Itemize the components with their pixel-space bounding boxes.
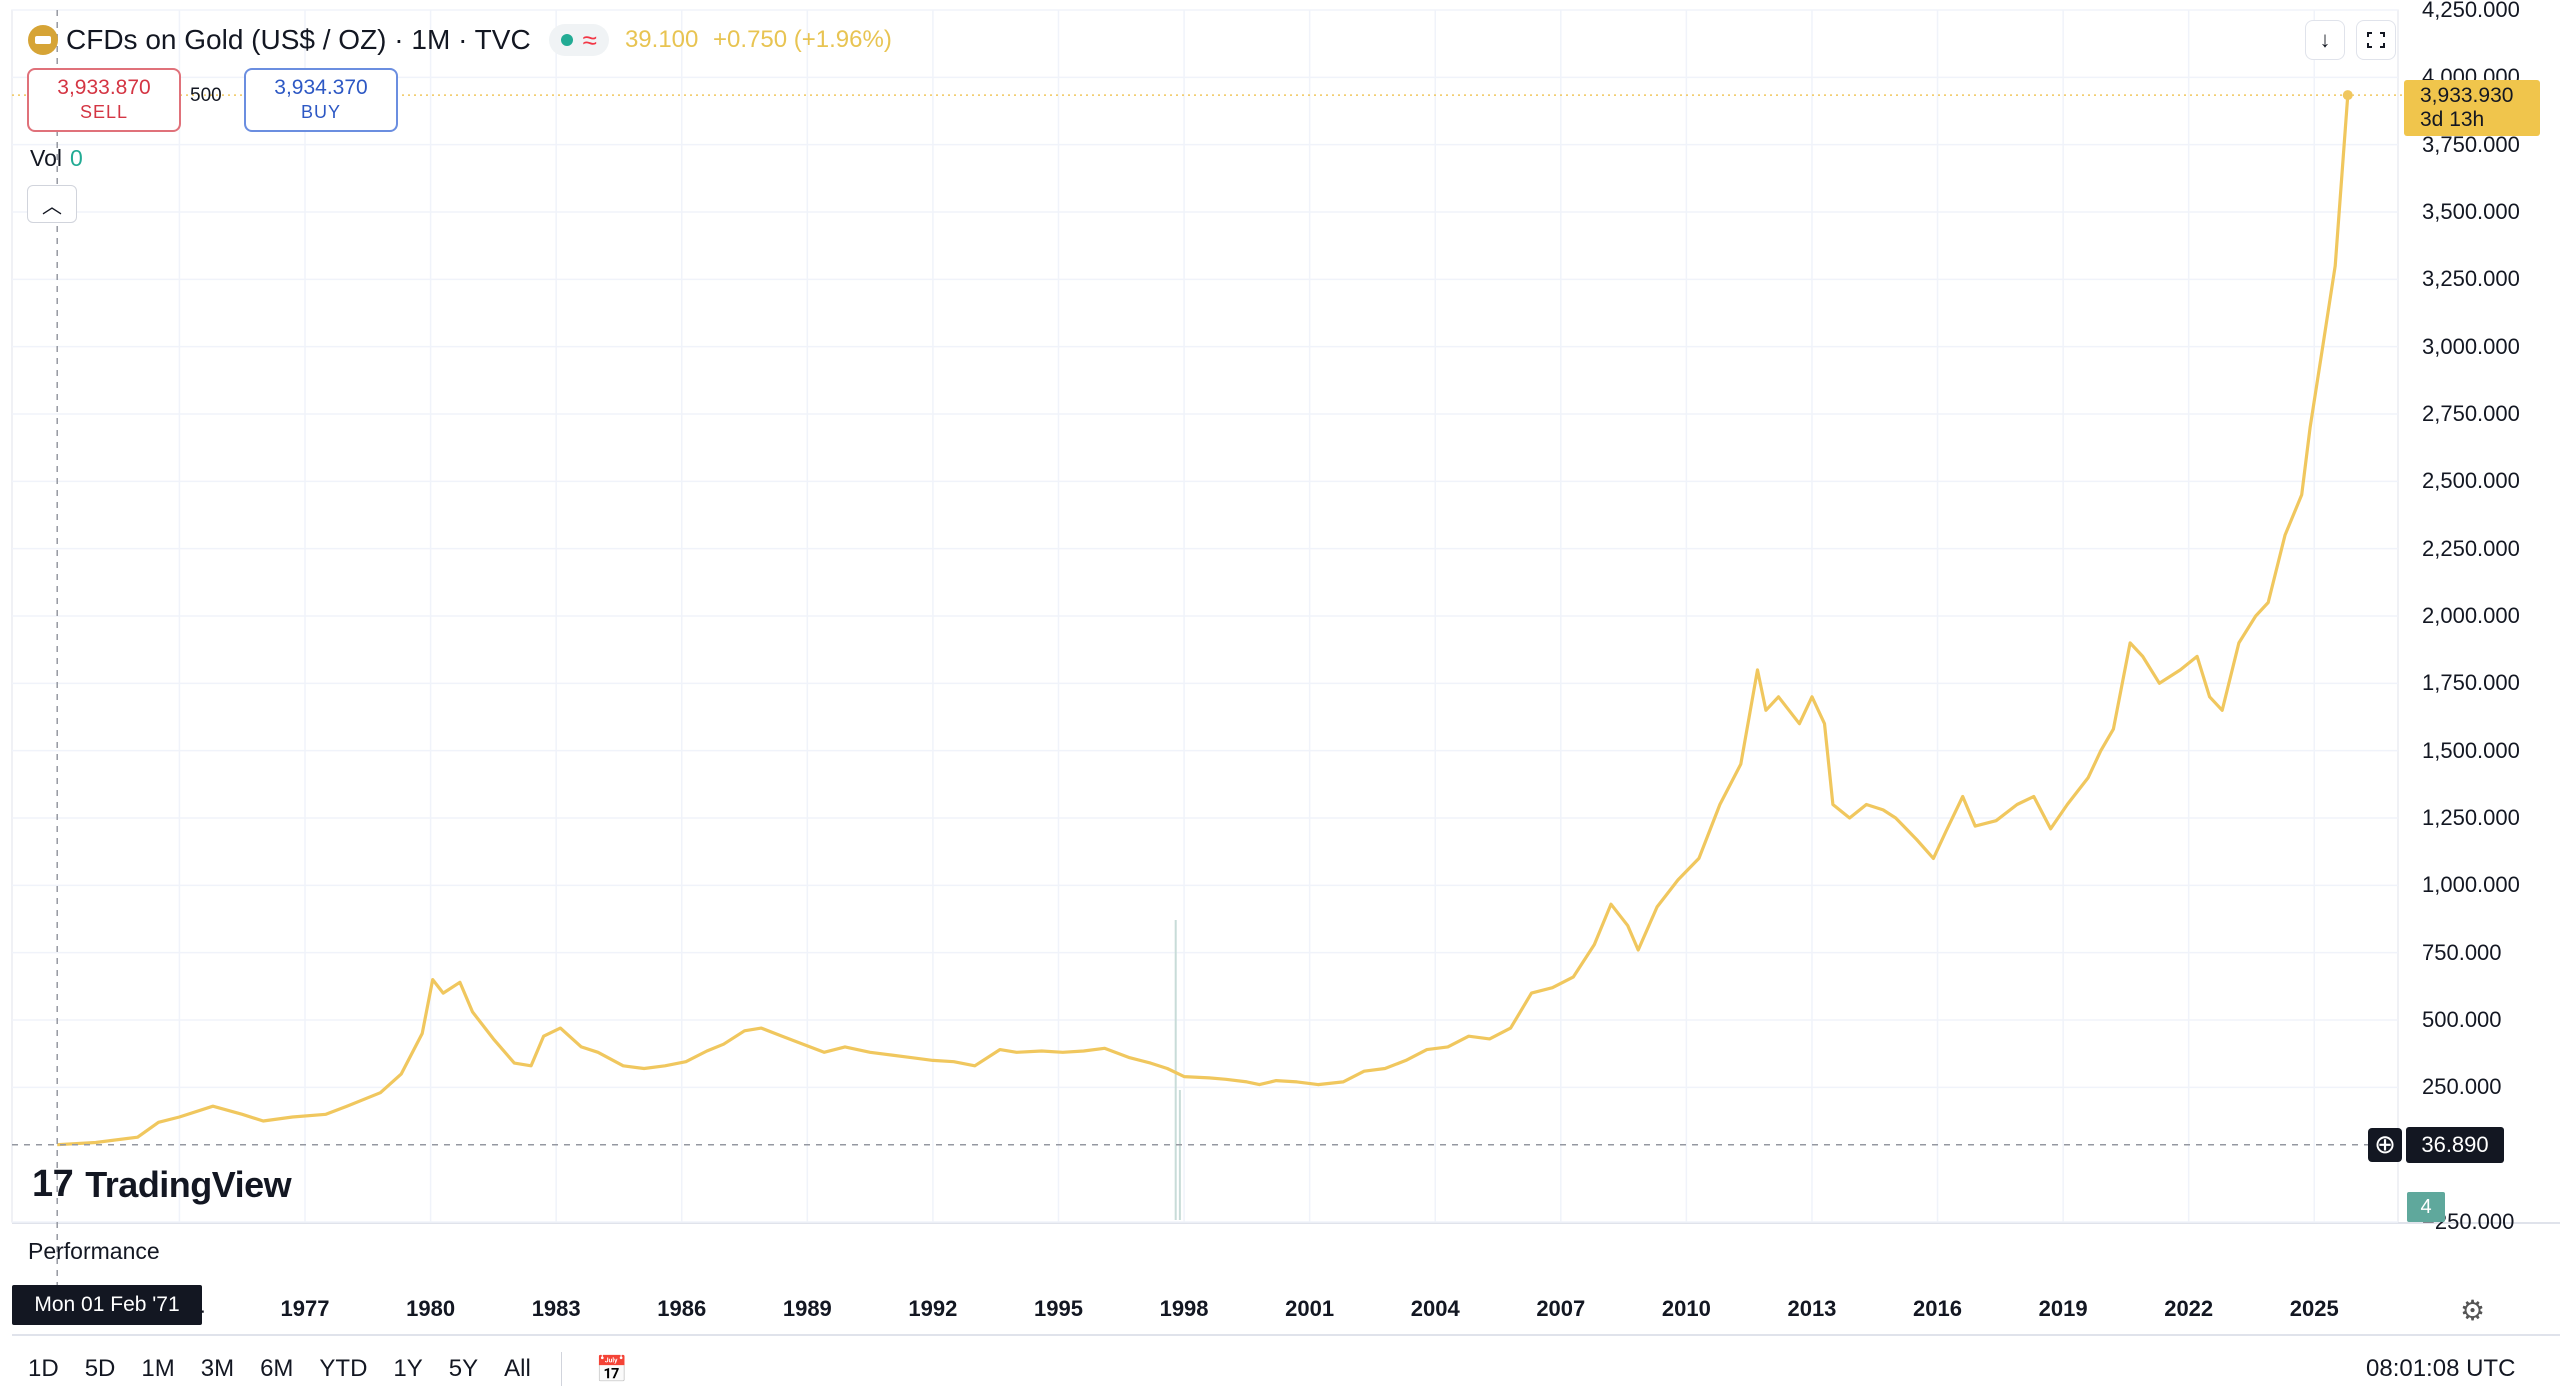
bar-countdown: 3d 13h bbox=[2420, 108, 2485, 132]
plus-circle-icon[interactable]: ⊕ bbox=[2368, 1127, 2402, 1162]
sell-label: SELL bbox=[79, 102, 129, 122]
range-1m[interactable]: 1M bbox=[141, 1355, 175, 1382]
x-tick-label: 2004 bbox=[1410, 1296, 1460, 1321]
x-tick-label: 2007 bbox=[1536, 1296, 1586, 1321]
y-tick-label: 250.000 bbox=[2422, 1074, 2502, 1100]
y-tick-label: 1,500.000 bbox=[2422, 737, 2520, 763]
range-5y[interactable]: 5Y bbox=[448, 1355, 479, 1382]
y-tick-label: 500.000 bbox=[2422, 1007, 2502, 1032]
y-tick-label: 3,000.000 bbox=[2422, 333, 2520, 359]
gear-icon: ⚙ bbox=[2460, 1295, 2486, 1326]
tradingview-logo[interactable]: 17 TradingView bbox=[32, 1163, 292, 1206]
grid-layer bbox=[11, 9, 2560, 1336]
y-tick-label: 3,500.000 bbox=[2422, 199, 2520, 224]
axis-settings-button[interactable]: ⚙ bbox=[2460, 1294, 2485, 1327]
spread-value: 500 bbox=[190, 85, 222, 106]
calendar-icon[interactable]: 📅 bbox=[595, 1353, 629, 1384]
overlay-layer bbox=[12, 10, 2404, 1290]
y-tick-label: 2,250.000 bbox=[2422, 535, 2520, 561]
volume-layer bbox=[1174, 920, 1181, 1220]
x-tick-label: 1980 bbox=[406, 1296, 456, 1321]
x-tick-label: 1992 bbox=[908, 1296, 958, 1321]
tradingview-wordmark: TradingView bbox=[85, 1163, 292, 1205]
tradingview-mark: 17 bbox=[32, 1163, 74, 1205]
market-status-pill[interactable]: ≈ bbox=[548, 24, 609, 56]
x-tick-label: 1977 bbox=[280, 1296, 330, 1321]
volume-value: 0 bbox=[69, 145, 83, 171]
download-button[interactable]: ↓ bbox=[2305, 20, 2345, 60]
buy-label: BUY bbox=[300, 102, 341, 122]
y-tick-label: 2,750.000 bbox=[2422, 401, 2520, 426]
crosshair-date-label: Mon 01 Feb '71 bbox=[12, 1285, 202, 1325]
y-tick-label: 1,750.000 bbox=[2422, 670, 2520, 696]
fullscreen-icon bbox=[2367, 32, 2385, 48]
legend-change: +0.750 (+1.96%) bbox=[713, 26, 892, 53]
x-tick-label: 2022 bbox=[2164, 1296, 2214, 1321]
fullscreen-button[interactable] bbox=[2356, 20, 2396, 60]
x-tick-label: 2001 bbox=[1285, 1296, 1335, 1321]
legend-values: 39.100 +0.750 (+1.96%) bbox=[625, 26, 892, 54]
download-icon: ↓ bbox=[2319, 27, 2331, 52]
legend-last-value: 39.100 bbox=[624, 26, 699, 53]
range-5d[interactable]: 5D bbox=[84, 1355, 116, 1382]
price-line-layer bbox=[57, 90, 2353, 1147]
x-tick-label: 2019 bbox=[2038, 1296, 2088, 1321]
buy-button[interactable]: 3,934.370 BUY bbox=[244, 68, 398, 132]
chevron-up-icon: ︿ bbox=[42, 195, 62, 218]
x-tick-label: 2025 bbox=[2289, 1296, 2339, 1321]
range-1y[interactable]: 1Y bbox=[393, 1355, 423, 1382]
y-tick-label: 1,000.000 bbox=[2422, 872, 2520, 898]
x-tick-label: 2016 bbox=[1913, 1296, 1963, 1321]
range-3m[interactable]: 3M bbox=[200, 1355, 235, 1382]
range-all[interactable]: All bbox=[504, 1355, 531, 1382]
collapse-legend-button[interactable]: ︿ bbox=[27, 185, 77, 223]
volume-legend[interactable]: Vol 0 bbox=[30, 145, 83, 172]
range-6m[interactable]: 6M bbox=[260, 1355, 294, 1382]
buy-price: 3,934.370 bbox=[274, 76, 368, 99]
symbol-title: CFDs on Gold (US$ / OZ) · 1M · TVC bbox=[66, 24, 531, 55]
volume-axis-badge: 4 bbox=[2407, 1192, 2445, 1222]
y-tick-label: 2,500.000 bbox=[2422, 468, 2520, 494]
gold-price-line bbox=[57, 94, 2350, 1147]
y-tick-label: 2,000.000 bbox=[2422, 603, 2520, 628]
sell-button[interactable]: 3,933.870 SELL bbox=[27, 68, 181, 132]
sell-price: 3,933.870 bbox=[57, 76, 151, 99]
range-ytd[interactable]: YTD bbox=[319, 1355, 368, 1382]
last-price-value: 3,933.930 bbox=[2420, 84, 2514, 108]
time-range-bar: 1D 5D 1M 3M 6M YTD 1Y 5Y All 📅 bbox=[28, 1352, 628, 1386]
market-open-dot-icon bbox=[560, 34, 573, 46]
delayed-data-icon: ≈ bbox=[582, 25, 597, 55]
y-tick-label: 1,250.000 bbox=[2422, 805, 2520, 830]
y-tick-label: 3,250.000 bbox=[2422, 266, 2520, 292]
y-tick-label: 750.000 bbox=[2422, 939, 2502, 965]
x-tick-label: 1986 bbox=[657, 1296, 707, 1321]
x-tick-label: 1998 bbox=[1159, 1296, 1209, 1321]
gold-symbol-icon bbox=[28, 25, 58, 55]
utc-clock[interactable]: 08:01:08 UTC bbox=[2366, 1355, 2516, 1382]
y-tick-label: 4,250.000 bbox=[2422, 0, 2520, 22]
range-separator bbox=[560, 1352, 562, 1386]
x-tick-label: 1983 bbox=[531, 1296, 581, 1321]
crosshair-price-tag[interactable]: ⊕ 36.890 bbox=[2368, 1126, 2504, 1163]
volume-label: Vol bbox=[30, 145, 62, 171]
x-tick-label: 1995 bbox=[1034, 1296, 1083, 1321]
x-tick-label: 2013 bbox=[1787, 1296, 1837, 1321]
crosshair-price-value: 36.890 bbox=[2406, 1126, 2504, 1163]
x-tick-label: 1989 bbox=[782, 1296, 832, 1321]
last-price-tag: 3,933.930 3d 13h bbox=[2404, 80, 2540, 137]
symbol-legend[interactable]: CFDs on Gold (US$ / OZ) · 1M · TVC ≈ 39.… bbox=[28, 20, 892, 60]
range-1d[interactable]: 1D bbox=[28, 1355, 59, 1382]
x-tick-label: 2010 bbox=[1661, 1296, 1711, 1321]
performance-pane-label[interactable]: Performance bbox=[28, 1238, 160, 1264]
